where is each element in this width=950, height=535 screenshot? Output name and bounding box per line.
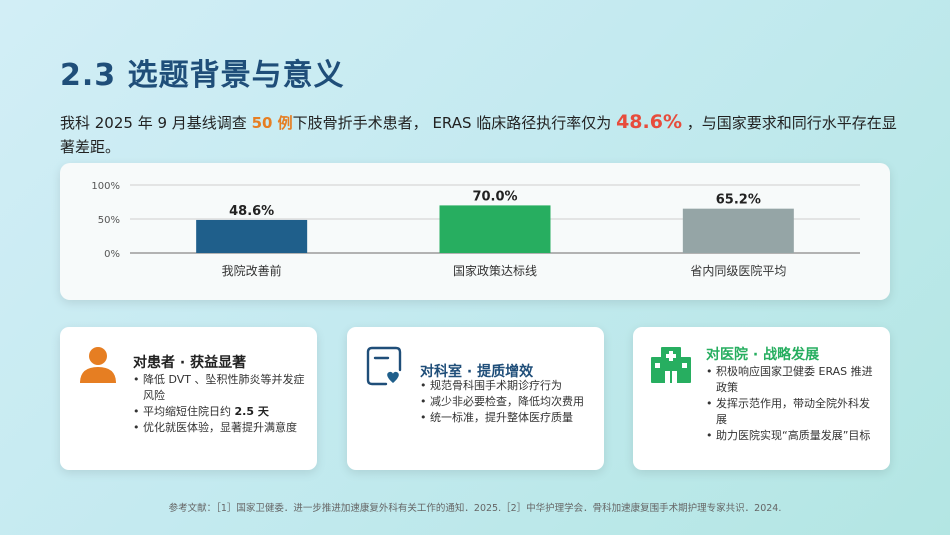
hospital-benefit-card: 对医院 · 战略发展 积极响应国家卫健委 ERAS 推进政策 发挥示范作用，带动… [633,327,890,470]
list-item: 发挥示范作用，带动全院外科发展 [706,396,878,428]
list-item: 优化就医体验，显著提升满意度 [133,420,305,436]
bar-chart: 0% 50% 100% 48.6% 我院改善前 70.0% 国家政策达标线 65.2% 省内同级… [91,181,860,278]
page-title: 2.3 选题背景与意义 [60,58,345,93]
y-tick-label: 0% [104,249,120,260]
patient-benefit-list: 降低 DVT 、坠积性肺炎等并发症风险 平均缩短住院日约 2.5 天 优化就医体… [133,372,305,436]
list-item: 助力医院实现“高质量发展”目标 [706,428,878,444]
case-count-highlight: 50 例 [251,114,293,132]
bar [439,205,551,253]
hospital-card-title: 对医院 · 战略发展 [706,347,820,363]
references: 参考文献：［1］国家卫健委．进一步推进加速康复外科有关工作的通知．2025.［2… [168,503,782,514]
list-item: 降低 DVT 、坠积性肺炎等并发症风险 [133,372,305,404]
patient-card-title: 对患者 · 获益显著 [133,355,247,371]
list-item: 积极响应国家卫健委 ERAS 推进政策 [706,364,878,396]
bar [682,208,794,253]
clipboard-heart-icon [366,346,404,390]
y-tick-label: 50% [98,215,120,226]
intro-text-2: 下肢骨折手术患者， ERAS 临床路径执行率仅为 [292,114,617,132]
y-tick-label: 100% [91,181,120,192]
bar-value-label: 65.2% [716,193,761,208]
bar [196,219,308,253]
bar-value-label: 48.6% [229,204,274,219]
patient-benefit-card: 对患者 · 获益显著 降低 DVT 、坠积性肺炎等并发症风险 平均缩短住院日约 … [60,327,317,470]
intro-paragraph: 我科 2025 年 9 月基线调查 50 例下肢骨折手术患者， ERAS 临床路… [60,110,900,159]
list-item: 平均缩短住院日约 2.5 天 [133,404,305,420]
list-item: 规范骨科围手术期诊疗行为 [420,378,592,394]
execution-rate-highlight: 48.6% [616,111,682,133]
x-category-label: 省内同级医院平均 [690,264,786,278]
bar-value-label: 70.0% [472,189,517,204]
x-category-label: 国家政策达标线 [453,263,537,278]
department-card-title: 对科室 · 提质增效 [420,364,534,380]
department-benefit-list: 规范骨科围手术期诊疗行为 减少非必要检查，降低均次费用 统一标准，提升整体医疗质… [420,378,592,426]
list-item: 统一标准，提升整体医疗质量 [420,410,592,426]
bar-chart-card: 0% 50% 100% 48.6% 我院改善前 70.0% 国家政策达标线 65.2% 省内同级… [60,163,890,300]
hospital-icon [651,345,691,389]
x-category-label: 我院改善前 [222,263,282,278]
intro-text-1: 我科 2025 年 9 月基线调查 [60,114,252,132]
intro-text-3: ，与国家要求和同行水平存在显著差距。 [60,114,897,156]
hospital-benefit-list: 积极响应国家卫健委 ERAS 推进政策 发挥示范作用，带动全院外科发展 助力医院… [706,364,878,444]
patient-icon [78,345,118,389]
list-item: 减少非必要检查，降低均次费用 [420,394,592,410]
department-benefit-card: 对科室 · 提质增效 规范骨科围手术期诊疗行为 减少非必要检查，降低均次费用 统… [347,327,604,470]
